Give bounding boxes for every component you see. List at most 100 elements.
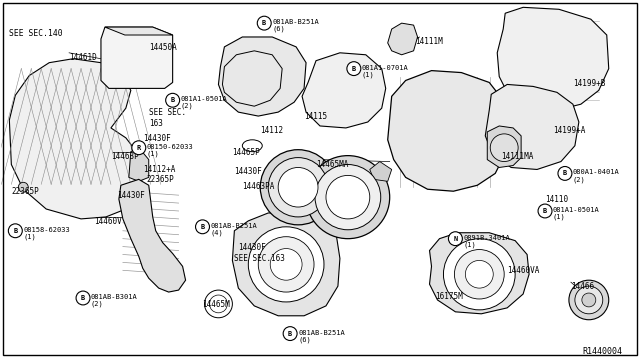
Text: 14465M: 14465M	[202, 300, 230, 309]
Text: R1440004: R1440004	[583, 347, 623, 356]
Text: 14463PA: 14463PA	[243, 182, 275, 191]
Polygon shape	[218, 37, 306, 116]
Polygon shape	[370, 162, 392, 181]
Circle shape	[132, 141, 146, 155]
Circle shape	[582, 293, 596, 307]
Circle shape	[490, 134, 518, 162]
Text: 14430F: 14430F	[238, 243, 266, 252]
Text: B: B	[13, 228, 17, 234]
Text: B: B	[352, 66, 356, 72]
Text: (1): (1)	[553, 214, 566, 220]
Text: R: R	[137, 145, 141, 151]
Circle shape	[454, 249, 504, 299]
Text: 14450A: 14450A	[148, 43, 177, 52]
Text: 081AB-B251A: 081AB-B251A	[211, 223, 257, 229]
Text: (2): (2)	[91, 301, 104, 307]
Circle shape	[449, 232, 462, 246]
Text: 22365P: 22365P	[147, 175, 175, 184]
Circle shape	[538, 204, 552, 218]
Text: 14199+A: 14199+A	[553, 126, 586, 135]
Circle shape	[209, 295, 227, 313]
Text: (2): (2)	[573, 176, 586, 183]
Polygon shape	[223, 51, 282, 106]
Text: 14463P: 14463P	[111, 152, 139, 161]
Text: 0891B-3401A: 0891B-3401A	[463, 235, 510, 241]
Text: 14465P: 14465P	[232, 148, 260, 157]
Text: (6): (6)	[272, 26, 285, 32]
Text: 14112+A: 14112+A	[143, 165, 175, 174]
Polygon shape	[388, 23, 417, 55]
Text: B: B	[200, 224, 205, 230]
Polygon shape	[487, 126, 521, 167]
Circle shape	[465, 260, 493, 288]
Text: 081A1-0501A: 081A1-0501A	[553, 207, 600, 213]
Circle shape	[315, 165, 381, 230]
Text: B: B	[262, 20, 266, 26]
Text: 14430F: 14430F	[117, 191, 145, 200]
Polygon shape	[497, 7, 609, 110]
Text: 14461D: 14461D	[69, 53, 97, 62]
Text: (1): (1)	[362, 71, 374, 78]
Polygon shape	[388, 71, 507, 191]
Circle shape	[270, 248, 302, 280]
Circle shape	[196, 220, 209, 234]
Polygon shape	[119, 179, 186, 292]
Text: 14466: 14466	[571, 282, 594, 291]
Text: 14110: 14110	[545, 195, 568, 204]
Circle shape	[205, 290, 232, 318]
Text: 080A1-0401A: 080A1-0401A	[573, 170, 620, 175]
Text: 14111MA: 14111MA	[501, 152, 534, 161]
Circle shape	[306, 156, 390, 239]
Polygon shape	[10, 59, 143, 219]
Circle shape	[257, 16, 271, 30]
Text: 14111M: 14111M	[415, 37, 444, 46]
Text: 14112: 14112	[260, 126, 284, 135]
Polygon shape	[129, 148, 148, 181]
Text: 081A1-0701A: 081A1-0701A	[362, 65, 408, 71]
Circle shape	[268, 158, 328, 217]
Circle shape	[76, 291, 90, 305]
Circle shape	[278, 167, 318, 207]
Text: N: N	[453, 236, 458, 242]
Text: 14430F: 14430F	[234, 167, 262, 176]
Ellipse shape	[243, 140, 262, 152]
Text: 08150-62033: 08150-62033	[147, 144, 193, 150]
Text: 14115: 14115	[304, 112, 327, 121]
Text: SEE SEC.163: SEE SEC.163	[234, 255, 285, 264]
Text: SEE SEC.
163: SEE SEC. 163	[148, 108, 186, 127]
Circle shape	[326, 175, 370, 219]
Text: (4): (4)	[211, 229, 223, 236]
Text: 22365P: 22365P	[12, 187, 39, 196]
Text: SEE SEC.140: SEE SEC.140	[10, 29, 63, 38]
Text: (2): (2)	[180, 103, 193, 109]
Text: 14460V: 14460V	[94, 217, 122, 226]
Text: (6): (6)	[298, 336, 311, 343]
Text: 081AB-B301A: 081AB-B301A	[91, 294, 138, 300]
Text: 081AB-B251A: 081AB-B251A	[272, 19, 319, 25]
Polygon shape	[485, 85, 579, 170]
Text: 081A1-0501A: 081A1-0501A	[180, 96, 227, 102]
Circle shape	[260, 150, 336, 225]
Text: (1): (1)	[463, 241, 476, 248]
Circle shape	[166, 93, 180, 107]
Text: B: B	[543, 208, 547, 214]
Text: 08158-62033: 08158-62033	[23, 227, 70, 233]
Circle shape	[259, 237, 314, 292]
Text: B: B	[288, 330, 292, 337]
Circle shape	[575, 286, 603, 314]
Circle shape	[283, 327, 297, 341]
Text: (1): (1)	[23, 233, 36, 240]
Polygon shape	[232, 213, 340, 316]
Text: B: B	[170, 97, 175, 103]
Text: 14199+B: 14199+B	[573, 78, 605, 87]
Circle shape	[347, 62, 361, 76]
Polygon shape	[101, 27, 173, 89]
Text: 16175M: 16175M	[435, 292, 463, 301]
Text: B: B	[563, 170, 567, 176]
Circle shape	[569, 280, 609, 320]
Text: (1): (1)	[147, 150, 159, 157]
Circle shape	[558, 166, 572, 180]
Text: 14465MA: 14465MA	[316, 159, 348, 168]
Circle shape	[248, 227, 324, 302]
Polygon shape	[302, 53, 386, 128]
